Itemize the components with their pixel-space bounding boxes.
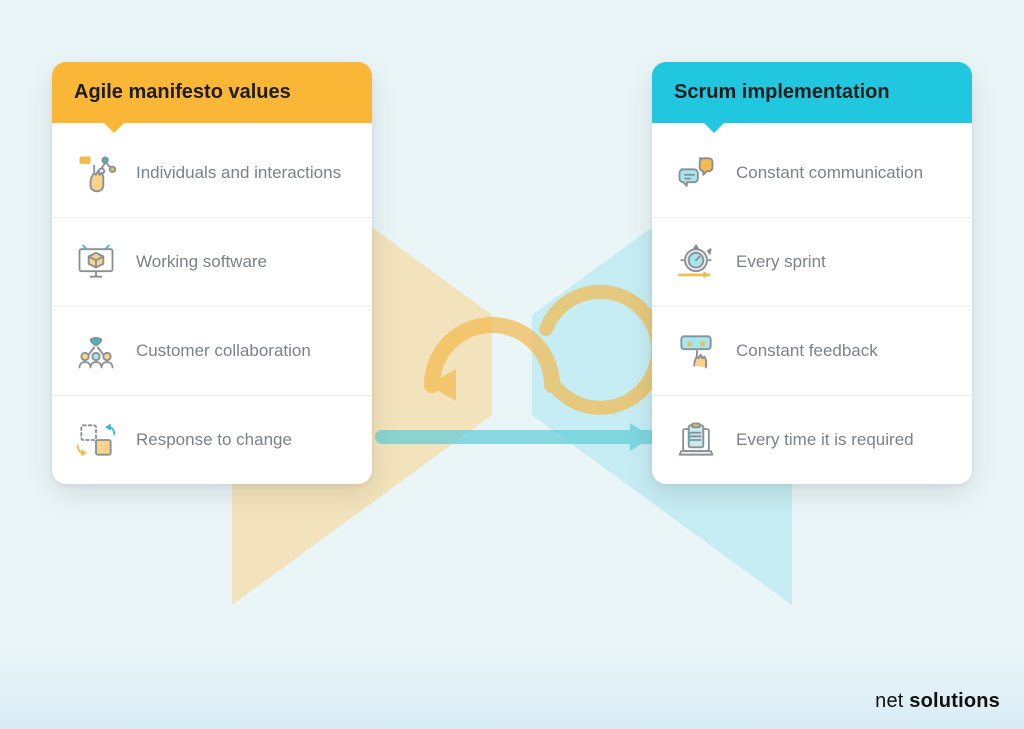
agile-values-title: Agile manifesto values — [52, 62, 372, 123]
touch-network-icon — [74, 151, 118, 195]
chat-bubbles-icon — [674, 151, 718, 195]
brand-part1: net — [875, 690, 903, 712]
list-item-label: Constant communication — [736, 162, 923, 185]
agile-values-list: Individuals and interactions Working — [52, 123, 372, 484]
list-item: Customer collaboration — [52, 306, 372, 395]
list-item: Constant feedback — [652, 306, 972, 395]
scrum-implementation-title: Scrum implementation — [652, 62, 972, 123]
list-item-label: Every time it is required — [736, 429, 914, 452]
list-item-label: Customer collaboration — [136, 340, 311, 363]
list-item: Response to change — [52, 395, 372, 484]
scrum-implementation-card: Scrum implementation Constant communicat… — [652, 62, 972, 484]
list-item-label: Individuals and interactions — [136, 162, 341, 185]
list-item-label: Constant feedback — [736, 340, 878, 363]
brand-part2: solutions — [904, 690, 1000, 712]
list-item-label: Every sprint — [736, 251, 826, 274]
list-item: Individuals and interactions — [52, 123, 372, 217]
list-item-label: Response to change — [136, 429, 292, 452]
change-arrows-icon — [74, 418, 118, 462]
list-item: Every sprint — [652, 217, 972, 306]
checklist-laptop-icon — [674, 418, 718, 462]
list-item: Every time it is required — [652, 395, 972, 484]
infographic-stage: Agile manifesto values — [0, 0, 1024, 729]
team-handshake-icon — [74, 329, 118, 373]
list-item-label: Working software — [136, 251, 267, 274]
sprint-clock-icon — [674, 240, 718, 284]
brand-logo: net solutions — [875, 690, 1000, 713]
scrum-implementation-list: Constant communication — [652, 123, 972, 484]
monitor-cube-icon — [74, 240, 118, 284]
list-item: Working software — [52, 217, 372, 306]
rating-pointer-icon — [674, 329, 718, 373]
list-item: Constant communication — [652, 123, 972, 217]
agile-values-card: Agile manifesto values — [52, 62, 372, 484]
